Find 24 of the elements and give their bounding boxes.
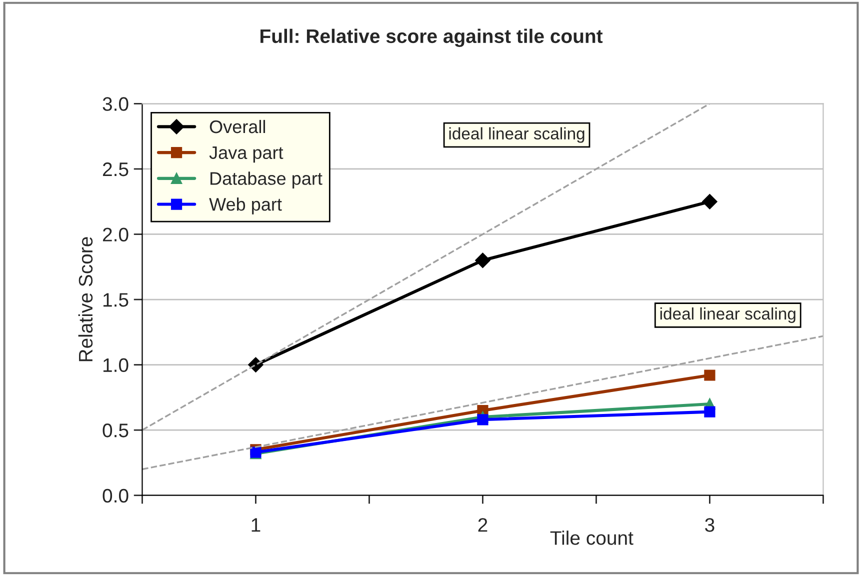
point	[477, 414, 488, 426]
chart-title: Full: Relative score against tile count	[260, 28, 603, 48]
annotation: ideal linear scaling	[660, 307, 796, 323]
y-tick-label: 1.0	[103, 358, 128, 372]
y-tick-label: 2.0	[102, 228, 128, 242]
legend-label: Java part	[209, 146, 284, 163]
annotation: ideal linear scaling	[449, 127, 584, 143]
y-tick-label: 0.0	[102, 488, 128, 503]
legend-label: Web part	[209, 198, 282, 214]
x-tick-label: 1	[252, 518, 260, 532]
y-tick-label: 2.5	[102, 162, 128, 176]
y-tick-label: 0.5	[102, 424, 128, 438]
legend-label: Overall	[210, 120, 266, 134]
point	[704, 406, 716, 418]
y-tick-label: 3.0	[102, 97, 128, 111]
point	[702, 194, 718, 210]
point	[475, 252, 490, 268]
point	[704, 370, 716, 381]
y-tick-label: 1.5	[103, 293, 128, 307]
legend-label: Database part	[210, 172, 322, 188]
y-axis-title: Relative Score	[78, 237, 93, 362]
x-tick-label: 2	[478, 518, 488, 532]
x-axis-title: Tile count	[550, 530, 634, 545]
x-tick-label: 3	[705, 518, 714, 532]
